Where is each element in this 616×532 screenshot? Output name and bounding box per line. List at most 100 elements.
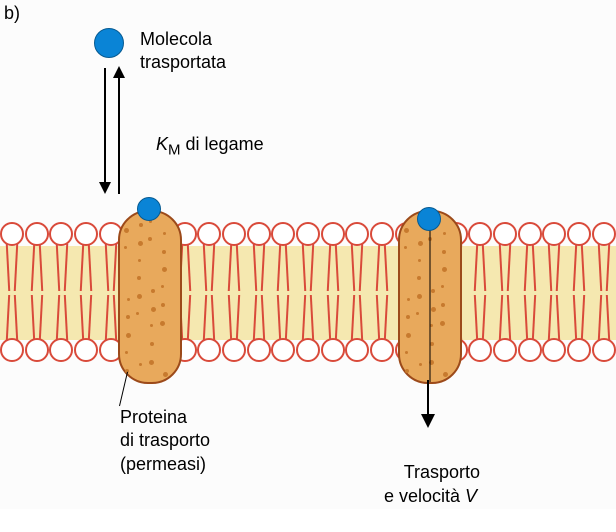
lipid-head [49, 222, 73, 246]
lipid-head [567, 222, 591, 246]
protein-dot [430, 324, 433, 327]
transport-line2-prefix: e velocità [384, 486, 465, 506]
protein-dot [443, 372, 448, 377]
transport-protein-left [118, 210, 182, 384]
label-km: KM di legame [136, 110, 264, 184]
protein-dot [406, 333, 411, 338]
lipid-head [542, 338, 566, 362]
lipid-head [197, 222, 221, 246]
lipid-heads-top [0, 222, 616, 246]
lipid-head [345, 338, 369, 362]
arrow-transport-head [421, 414, 435, 428]
protein-dot [163, 232, 166, 235]
protein-dot [443, 232, 446, 235]
lipid-head [25, 222, 49, 246]
lipid-head [370, 338, 394, 362]
protein-dot [416, 312, 419, 315]
lipid-head [567, 338, 591, 362]
protein-dot [406, 315, 410, 319]
lipid-head [296, 338, 320, 362]
molecule-bound [137, 197, 161, 221]
protein-dot [441, 285, 444, 288]
protein-dot [162, 267, 167, 272]
lipid-head [74, 338, 98, 362]
protein-dot [418, 241, 423, 246]
arrow-down-head [99, 182, 111, 194]
lipid-head [74, 222, 98, 246]
lipid-head [370, 222, 394, 246]
protein-dot [417, 294, 422, 299]
lipid-head [468, 222, 492, 246]
lipid-head [592, 338, 616, 362]
protein-dot [404, 228, 409, 233]
protein-dot [139, 363, 142, 366]
protein-dot [162, 250, 166, 254]
lipid-head [321, 338, 345, 362]
lipid-head [518, 222, 542, 246]
protein-dot [139, 223, 143, 227]
protein-dot [127, 298, 130, 301]
transport-text: Trasporto [404, 462, 480, 482]
arrow-up-line [118, 78, 120, 194]
lipid-head [493, 338, 517, 362]
lipid-head [321, 222, 345, 246]
lipid-head [592, 222, 616, 246]
protein-dot [150, 324, 153, 327]
protein-dot [151, 289, 155, 293]
lipid-head [345, 222, 369, 246]
arrow-transport-line [427, 380, 429, 416]
protein-dot [138, 259, 141, 262]
protein-dot [417, 276, 421, 280]
lipid-head [25, 338, 49, 362]
protein-dot [431, 289, 435, 293]
lipid-head [49, 338, 73, 362]
transport-protein-right [398, 210, 462, 384]
lipid-heads-bottom [0, 338, 616, 362]
protein-dot [431, 307, 436, 312]
protein-dot [442, 267, 447, 272]
diagram-stage: b) Molecola trasportata KM di legame Pro… [0, 0, 616, 509]
protein-dot [419, 363, 422, 366]
lipid-head [271, 338, 295, 362]
protein-dot [160, 321, 165, 326]
protein-dot [163, 372, 168, 377]
lipid-head [518, 338, 542, 362]
protein-dot [124, 246, 127, 249]
km-rest: di legame [181, 134, 264, 154]
protein-dot [442, 250, 446, 254]
lipid-head [468, 338, 492, 362]
protein-dot [407, 298, 410, 301]
protein-dot [148, 237, 152, 241]
protein-dot [418, 259, 421, 262]
km-sub: M [168, 142, 181, 159]
lipid-head [197, 338, 221, 362]
protein-dot [150, 342, 154, 346]
label-transport: Trasporto e velocità V [384, 438, 480, 532]
protein-dot [126, 315, 130, 319]
km-italic: K [156, 134, 168, 154]
panel-label: b) [4, 2, 20, 25]
protein-dot [126, 333, 131, 338]
lipid-head [247, 222, 271, 246]
lipid-head [493, 222, 517, 246]
protein-dot [124, 228, 129, 233]
molecule-free [94, 28, 124, 58]
arrow-down-line [104, 68, 106, 184]
protein-dot [137, 276, 141, 280]
protein-dot [151, 307, 156, 312]
protein-dot [440, 321, 445, 326]
transport-v: V [465, 486, 477, 506]
protein-dot [161, 285, 164, 288]
protein-dot [138, 241, 143, 246]
molecule-in-channel [417, 207, 441, 231]
lipid-head [247, 338, 271, 362]
lipid-head [271, 222, 295, 246]
protein-texture [124, 216, 176, 378]
lipid-head [296, 222, 320, 246]
protein-dot [405, 369, 409, 373]
arrow-up-head [113, 66, 125, 78]
protein-dot [441, 303, 445, 307]
protein-dot [149, 360, 154, 365]
protein-dot [137, 294, 142, 299]
bilayer-core [0, 246, 616, 340]
